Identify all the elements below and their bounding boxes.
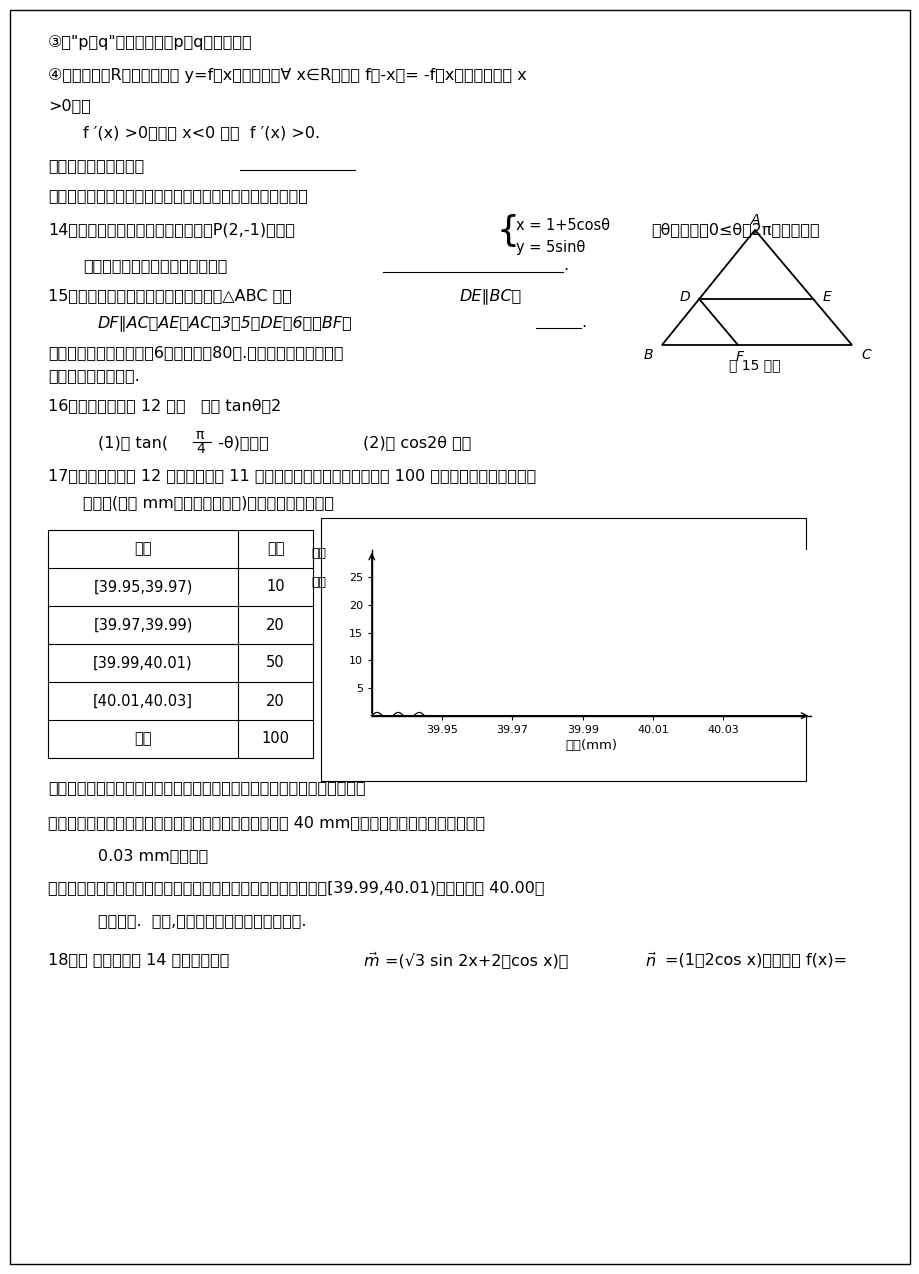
Text: 组距: 组距 bbox=[312, 576, 326, 590]
Text: =(√3 sin 2x+2，cos x)，: =(√3 sin 2x+2，cos x)， bbox=[384, 952, 578, 968]
Text: D: D bbox=[679, 290, 689, 304]
Text: [39.99,40.01): [39.99,40.01) bbox=[93, 656, 193, 670]
Text: 20: 20 bbox=[266, 618, 285, 632]
Text: f ′(x) >0，则当 x<0 时，  f ′(x) >0.: f ′(x) >0，则当 x<0 时， f ′(x) >0. bbox=[83, 125, 320, 140]
Text: 证明过程和演算步骤.: 证明过程和演算步骤. bbox=[48, 368, 140, 383]
Text: 100: 100 bbox=[261, 731, 289, 747]
Text: [40.01,40.03]: [40.01,40.03] bbox=[93, 693, 193, 708]
Text: π: π bbox=[195, 428, 203, 442]
Text: 合计: 合计 bbox=[134, 731, 152, 747]
Text: （２）若以上述频率作为概率，已知标准乒乓球的直径为 40 mm，试求这批球的直径误差不超过: （２）若以上述频率作为概率，已知标准乒乓球的直径为 40 mm，试求这批球的直径… bbox=[48, 815, 484, 829]
Text: DF∥AC，AE：AC＝3：5，DE＝6，则BF＝: DF∥AC，AE：AC＝3：5，DE＝6，则BF＝ bbox=[98, 315, 352, 331]
Text: 10: 10 bbox=[266, 580, 285, 595]
Text: 14．（坐标系与参数方程选做题）若P(2,-1)为曲线: 14．（坐标系与参数方程选做题）若P(2,-1)为曲线 bbox=[48, 222, 295, 237]
Text: 0.03 mm的概率；: 0.03 mm的概率； bbox=[98, 848, 208, 862]
Text: 17．（本小题满分 12 分）某制造商 11 月生产了一批乒乓球，随机抽样 100 个进行检查，测得每个球: 17．（本小题满分 12 分）某制造商 11 月生产了一批乒乓球，随机抽样 10… bbox=[48, 468, 536, 483]
Text: F: F bbox=[735, 350, 743, 364]
Text: $\vec{m}$: $\vec{m}$ bbox=[363, 952, 380, 971]
Text: B: B bbox=[642, 348, 652, 362]
Text: （３）统计方法中，同一组数据常用该组区间的中点值（例如区间[39.99,40.01)的中点值是 40.00）: （３）统计方法中，同一组数据常用该组区间的中点值（例如区间[39.99,40.0… bbox=[48, 880, 544, 896]
Text: {: { bbox=[495, 214, 518, 248]
Text: x = 1+5cosθ: x = 1+5cosθ bbox=[516, 218, 609, 233]
Text: 15．（几何证明选讲选做题）如图，在△ABC 中，: 15．（几何证明选讲选做题）如图，在△ABC 中， bbox=[48, 288, 291, 303]
Text: ④已知定义在R上的可导函数 y=f（x）满足：对∀ x∈R，都有 f（-x）= -f（x）成立，若当 x: ④已知定义在R上的可导函数 y=f（x）满足：对∀ x∈R，都有 f（-x）= … bbox=[48, 68, 527, 83]
Text: 频率: 频率 bbox=[312, 547, 326, 559]
Text: 16．（本小题满分 12 分）   已知 tanθ＝2: 16．（本小题满分 12 分） 已知 tanθ＝2 bbox=[48, 397, 281, 413]
Text: 分组: 分组 bbox=[134, 541, 152, 557]
Text: [39.97,39.99): [39.97,39.99) bbox=[93, 618, 192, 632]
Text: （二）选做题：只能做其中的一题，做两题的，按第一题记分: （二）选做题：只能做其中的一题，做两题的，按第一题记分 bbox=[48, 189, 308, 203]
Text: .: . bbox=[562, 259, 568, 273]
Text: >0时，: >0时， bbox=[48, 98, 91, 113]
Text: E: E bbox=[822, 290, 830, 304]
Text: y = 5sinθ: y = 5sinθ bbox=[516, 240, 584, 255]
Text: （θ为参数且0≤θ＜2π）的弦的中: （θ为参数且0≤θ＜2π）的弦的中 bbox=[651, 222, 819, 237]
Text: (1)求 tan(: (1)求 tan( bbox=[98, 434, 168, 450]
Text: [39.95,39.97): [39.95,39.97) bbox=[93, 580, 192, 595]
Text: （１）请在上表中补充完成频率分布表，并在右图中画出频率分布直方图；: （１）请在上表中补充完成频率分布表，并在右图中画出频率分布直方图； bbox=[48, 780, 365, 795]
Text: 三、解答题：本大题共有6小题，满分80分.解答须写出文字说明、: 三、解答题：本大题共有6小题，满分80分.解答须写出文字说明、 bbox=[48, 345, 343, 361]
Text: C: C bbox=[860, 348, 869, 362]
Bar bbox=[321, 519, 805, 781]
Text: 50: 50 bbox=[266, 656, 285, 670]
Text: 20: 20 bbox=[266, 693, 285, 708]
Text: 频数: 频数 bbox=[267, 541, 284, 557]
Text: $\vec{n}$: $\vec{n}$ bbox=[644, 952, 656, 971]
Text: =(1，2cos x)，设函数 f(x)=: =(1，2cos x)，设函数 f(x)= bbox=[664, 952, 846, 967]
Text: -θ)的值；: -θ)的值； bbox=[213, 434, 268, 450]
Text: 4: 4 bbox=[196, 442, 205, 456]
Text: DE∥BC，: DE∥BC， bbox=[460, 288, 522, 303]
Text: 其中正确命题的序号是: 其中正确命题的序号是 bbox=[48, 158, 144, 173]
Text: A: A bbox=[749, 213, 759, 227]
Text: (2)求 cos2θ 的值: (2)求 cos2θ 的值 bbox=[363, 434, 471, 450]
X-axis label: 直径(mm): 直径(mm) bbox=[565, 739, 617, 752]
Text: 18．（ 本小题满分 14 分）已知向量: 18．（ 本小题满分 14 分）已知向量 bbox=[48, 952, 234, 967]
Text: 第 15 题图: 第 15 题图 bbox=[729, 358, 780, 372]
Text: ③若"p且q"为假命题，则p、q为假命题；: ③若"p且q"为假命题，则p、q为假命题； bbox=[48, 34, 253, 50]
Text: 的直径(单位 mm，保留两位小数)，将数据分组如下表: 的直径(单位 mm，保留两位小数)，将数据分组如下表 bbox=[83, 496, 334, 510]
Text: 点，则该弦所在直线的普通方程为: 点，则该弦所在直线的普通方程为 bbox=[83, 259, 227, 273]
Text: 作为代表.  据此,估计这批乒乓球直径的平均值.: 作为代表. 据此,估计这批乒乓球直径的平均值. bbox=[98, 913, 306, 927]
Text: .: . bbox=[581, 315, 585, 330]
